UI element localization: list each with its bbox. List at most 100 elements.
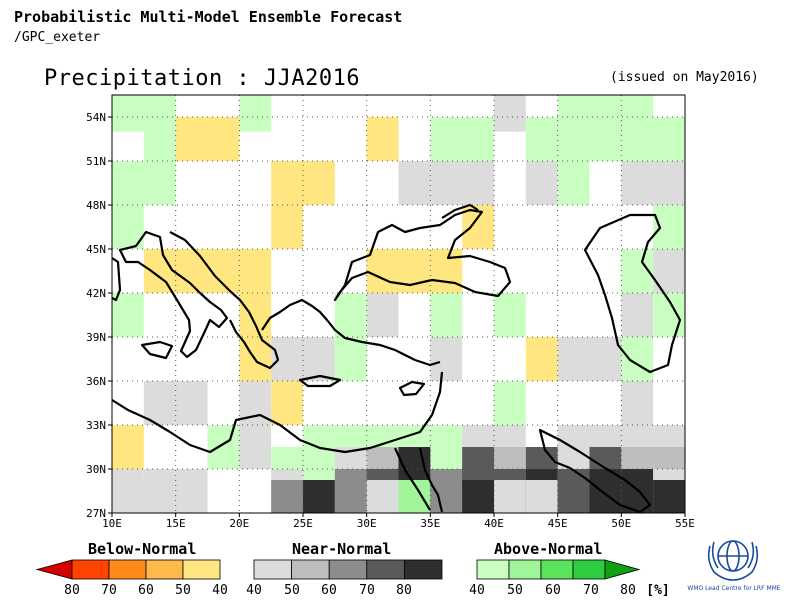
forecast-cell [653, 480, 685, 513]
legend-above-swatch [476, 559, 510, 580]
forecast-cell [366, 293, 399, 337]
lat-tick-label: 51N [86, 155, 106, 168]
legend-above-label: 40 [469, 583, 485, 598]
lon-tick-label: 15E [166, 517, 186, 530]
forecast-cell [557, 161, 590, 205]
forecast-cell [653, 249, 685, 293]
cyprus-coast [398, 380, 426, 397]
lon-tick-label: 50E [611, 517, 631, 530]
forecast-cell [112, 95, 144, 132]
forecast-cell [303, 161, 335, 205]
legend-below-swatch [108, 559, 147, 580]
legend-unit-label: [%] [646, 583, 669, 598]
red-sea-east [418, 447, 444, 513]
legend-below-label: 40 [212, 583, 228, 598]
forecast-cell [112, 425, 144, 469]
forecast-cell [334, 293, 367, 337]
forecast-cell [175, 381, 208, 425]
forecast-cell [398, 161, 431, 205]
legend-near-swatch [328, 559, 368, 580]
legend-near-swatch [291, 559, 330, 580]
legend-near-title: Near-Normal [292, 540, 392, 558]
map-title: Precipitation : JJA2016 [44, 66, 361, 91]
issued-date: (issued on May2016) [610, 70, 759, 85]
forecast-cell [112, 293, 144, 337]
forecast-cell [175, 249, 208, 293]
forecast-cell [462, 161, 494, 205]
lon-tick-label: 40E [484, 517, 504, 530]
forecast-cell [430, 249, 463, 293]
persian-gulf-coast [538, 428, 652, 514]
lat-tick-label: 48N [86, 199, 106, 212]
forecast-cell [239, 95, 272, 132]
lat-tick-label: 27N [86, 507, 106, 520]
coastlines [111, 203, 682, 514]
forecast-cell [494, 381, 526, 425]
forecast-cell [653, 205, 685, 249]
legend-above-label: 60 [545, 583, 561, 598]
forecast-cell [271, 337, 303, 381]
forecast-cell [621, 337, 654, 381]
forecast-cell [271, 480, 303, 513]
legend-below-label: 50 [175, 583, 191, 598]
lat-tick-label: 30N [86, 463, 106, 476]
north-africa-coast [111, 371, 444, 454]
forecast-cell [653, 161, 685, 205]
centre-label: /GPC_exeter [14, 30, 101, 45]
legend-above-label: 80 [620, 583, 636, 598]
legend-below-label: 60 [138, 583, 154, 598]
forecast-cell [430, 293, 463, 337]
forecast-cell [653, 117, 685, 161]
legend-above-arrow [604, 559, 641, 580]
lon-tick-label: 10E [102, 517, 122, 530]
crete-coast [298, 374, 342, 388]
azov-coast [441, 203, 479, 219]
forecast-cell [557, 337, 590, 381]
forecast-cell [430, 337, 463, 381]
wmo-logo-caption: WMO Lead Centre for LRF MME [687, 585, 781, 592]
legend-above-swatch [572, 559, 606, 580]
forecast-cell [525, 161, 558, 205]
forecast-cell [334, 480, 367, 513]
forecast-cell [271, 161, 303, 205]
forecast-cell [271, 381, 303, 425]
forecast-cell [207, 117, 240, 161]
legend-above-swatch [540, 559, 574, 580]
forecast-cell [621, 293, 654, 337]
italy-coast [118, 230, 229, 359]
forecast-cell [366, 249, 399, 293]
west-coast [111, 257, 122, 302]
latitude-axis: 54N 51N 48N 45N 42N 39N 36N 33N 30N 27N [86, 111, 112, 520]
forecast-cell [462, 480, 494, 513]
legend-below-swatch [71, 559, 110, 580]
legend-below-swatch [145, 559, 184, 580]
forecast-cell [239, 425, 272, 469]
legend-below-title: Below-Normal [88, 540, 197, 558]
legend-near-label: 60 [321, 583, 337, 598]
lon-tick-label: 20E [229, 517, 249, 530]
legend-above-label: 70 [583, 583, 599, 598]
forecast-cell [112, 480, 144, 513]
product-title: Probabilistic Multi-Model Ensemble Forec… [14, 8, 403, 26]
forecast-cell [303, 480, 335, 513]
lat-tick-label: 54N [86, 111, 106, 124]
forecast-cell [621, 161, 654, 205]
legend-near-swatch [253, 559, 292, 580]
legend-below-arrow [35, 559, 73, 580]
legend-above-title: Above-Normal [494, 540, 603, 558]
legend-near-label: 70 [359, 583, 375, 598]
legend-near-label: 80 [396, 583, 412, 598]
forecast-cell [334, 337, 367, 381]
forecast-cell [525, 117, 558, 161]
legend: 80 70 60 50 40 40 50 60 70 80 40 50 60 70 80 [%] [35, 559, 670, 598]
forecast-cell [557, 117, 590, 161]
forecast-cell [366, 117, 399, 161]
balkan-coast [169, 231, 280, 370]
forecast-cell [398, 249, 431, 293]
forecast-cell [143, 381, 176, 425]
forecast-cell [494, 480, 526, 513]
forecast-cell [143, 117, 176, 161]
lon-tick-label: 30E [357, 517, 377, 530]
forecast-cell [143, 161, 176, 205]
